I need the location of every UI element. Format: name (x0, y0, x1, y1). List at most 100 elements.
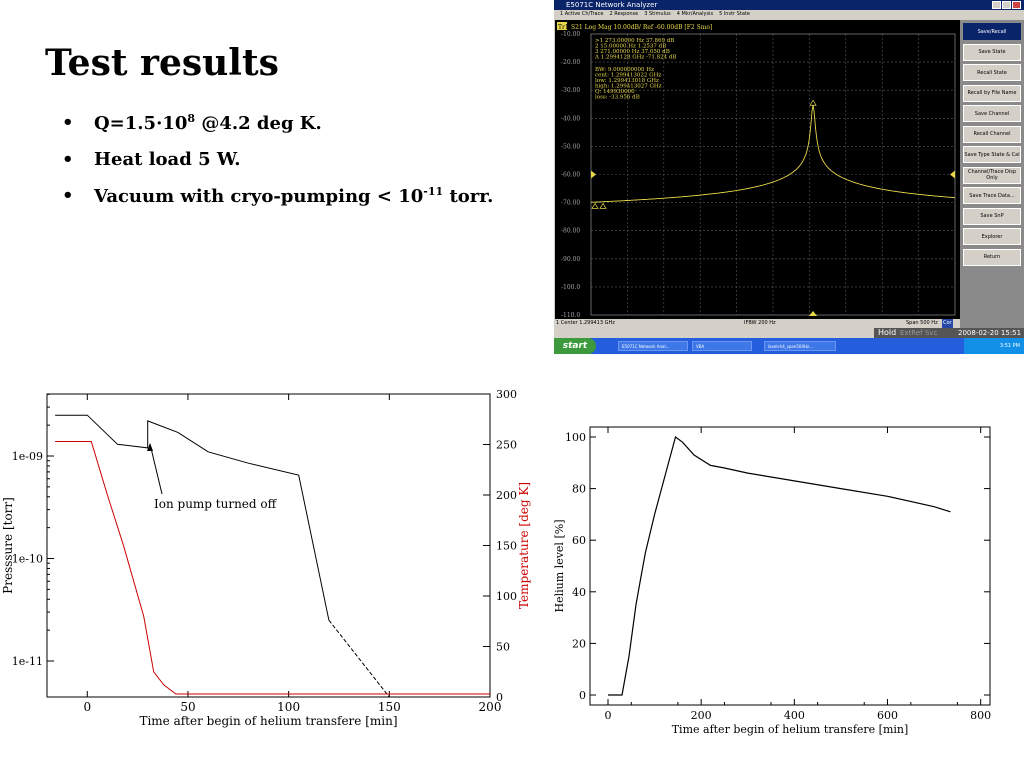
start-button[interactable]: start (554, 338, 596, 354)
analyzer-status-bar: 1 Center 1.299413 GHz IFBW 200 Hz Span 5… (554, 319, 960, 328)
y-tick-label: -40.00 (561, 115, 580, 122)
maximize-icon[interactable] (1002, 1, 1011, 9)
softkey-save-recall[interactable]: Save/Recall (963, 23, 1021, 40)
bandwidth-readout: Q: 149930000 (595, 89, 635, 95)
y-tick-label: 1e-10 (12, 553, 43, 566)
annotation-arrow (149, 443, 163, 495)
x-tick-label: 50 (180, 700, 195, 714)
menu-item-response[interactable]: 2 Response (609, 11, 639, 17)
bullet-heat-load: • Heat load 5 W. (62, 149, 241, 170)
trace-header: S21 Log Mag 10.00dB/ Ref -60.00dB [F2 Sm… (571, 24, 712, 31)
helium-level-line (608, 435, 951, 696)
softkey-explorer[interactable]: Explorer (963, 228, 1021, 245)
network-analyzer-window: E5071C Network Analyzer 1 Active Ch/Trac… (554, 0, 1024, 354)
x-tick-label: 800 (970, 709, 991, 722)
marker-triangle (591, 202, 599, 209)
y2-axis-label: Temperature [deg K] (517, 482, 531, 609)
task-network-analyzer[interactable]: E5071C Network Anal... (618, 341, 688, 351)
windows-taskbar: start E5071C Network Anal... VBA lavelch… (554, 338, 1024, 354)
bullet-dot: • (62, 112, 74, 133)
task-vba[interactable]: VBA (692, 341, 752, 351)
trace-label: Tr1 (558, 24, 569, 31)
x-tick-label: 200 (691, 709, 712, 722)
x-axis-label: Time after begin of helium transfere [mi… (672, 723, 909, 736)
softkey-save-type-state-cal[interactable]: Save Type State & Cal (963, 146, 1021, 163)
y2-tick-label: 150 (496, 540, 517, 553)
bandwidth-readout: BW: 9.000000000 Hz (595, 67, 654, 73)
marker-readout: >1 273.00000 Hz 37.869 dB (595, 38, 674, 44)
analyzer-screen: Tr1 S21 Log Mag 10.00dB/ Ref -60.00dB [F2… (555, 20, 960, 328)
x-tick-label: 600 (877, 709, 898, 722)
bandwidth-readout: low: 1.299413018 GHz (595, 78, 659, 84)
softkey-recall-state[interactable]: Recall State (963, 64, 1021, 81)
y-axis-label: Helium level [%] (553, 520, 566, 613)
marker-readout: Δ 1.2994128 GHz -71.824 dB (595, 55, 676, 61)
pressure-line (55, 414, 330, 621)
bullet-dot: • (62, 149, 74, 170)
center-freq: 1 Center 1.299413 GHz (556, 320, 615, 326)
plot-frame (46, 393, 491, 698)
y-tick-label: -90.00 (561, 256, 580, 263)
bullet-list: • Q=1.5·108 @4.2 deg K. • Heat load 5 W. •… (62, 112, 493, 222)
span-readout: Span 500 Hz (906, 320, 938, 326)
menu-item-mkr-analysis[interactable]: 4 Mkr/Analysis (676, 11, 714, 17)
y2-tick-label: 250 (496, 439, 517, 452)
temperature-line (55, 441, 490, 695)
y-tick-label: -30.00 (561, 87, 580, 94)
pressure-extrapolation-line (328, 619, 390, 698)
datetime-label: 2008-02-20 15:51 (958, 329, 1022, 337)
y-tick-label: 40 (572, 586, 586, 599)
y-tick-label: 100 (565, 431, 586, 444)
trace-indicator (557, 22, 567, 30)
softkey-return[interactable]: Return (963, 248, 1021, 266)
bullet-vacuum: • Vacuum with cryo-pumping < 10-11 torr. (62, 185, 494, 207)
marker-triangle (599, 202, 607, 209)
x-tick-label: 150 (378, 700, 401, 714)
menu-item-stimulus[interactable]: 3 Stimulus (644, 11, 671, 17)
y-tick-label: -50.00 (561, 143, 580, 150)
softkey-save-trace-data[interactable]: Save Trace Data... (963, 187, 1021, 204)
bandwidth-readout: high: 1.299413027 GHz (595, 84, 662, 90)
minimize-icon[interactable] (992, 1, 1001, 9)
y-tick-label: -80.00 (561, 228, 580, 235)
analyzer-plot: Tr1 S21 Log Mag 10.00dB/ Ref -60.00dB [F2… (557, 22, 956, 319)
x-tick-label: 0 (83, 700, 91, 714)
softkey-recall-by-file-name[interactable]: Recall by File Name (963, 84, 1021, 102)
y-tick-label: 20 (572, 637, 586, 650)
menu-item-active-ch[interactable]: 1 Active Ch/Trace (560, 11, 604, 17)
y2-tick-label: 100 (496, 590, 517, 603)
extref-label: ExtRef Svc (900, 329, 938, 337)
slide-title: Test results (45, 42, 279, 84)
ifbw-readout: IFBW 200 Hz (744, 320, 776, 326)
softkey-recall-channel[interactable]: Recall Channel (963, 125, 1021, 143)
close-icon[interactable] (1012, 1, 1021, 9)
bandwidth-readout: cent: 1.299413022 GHz (595, 73, 661, 79)
task-lavelch[interactable]: lavelch4_span500Hz... (764, 341, 836, 351)
softkey-channel-trace-disp-only[interactable]: Channel/Trace Disp Only (963, 166, 1021, 184)
menu-item-instr-state[interactable]: 5 Instr State (719, 11, 750, 17)
y-tick-label: -110.0 (561, 312, 580, 319)
annotation-text: Ion pump turned off (154, 497, 278, 511)
y2-tick-label: 200 (496, 489, 517, 502)
y-tick-label: -20.00 (561, 59, 580, 66)
menu-bar: 1 Active Ch/Trace 2 Response 3 Stimulus 4 M… (554, 10, 1024, 19)
softkey-save-channel[interactable]: Save Channel (963, 105, 1021, 122)
y-tick-label: 60 (572, 534, 586, 547)
stimulus-marker (809, 311, 818, 316)
marker-triangle (809, 99, 817, 106)
cor-badge: Cor (942, 319, 953, 328)
x-tick-label: 200 (479, 700, 502, 714)
y2-tick-label: 300 (496, 388, 517, 401)
y2-tick-label: 50 (496, 641, 510, 654)
x-axis-label: Time after begin of helium transfere [mi… (139, 714, 397, 728)
system-tray: 3:51 PM (964, 338, 1024, 354)
x-tick-label: 100 (277, 700, 300, 714)
window-titlebar: E5071C Network Analyzer (554, 0, 1024, 10)
softkey-save-state[interactable]: Save State (963, 43, 1021, 61)
softkey-save-snp[interactable]: Save SnP (963, 207, 1021, 225)
x-tick-label: 400 (784, 709, 805, 722)
bandwidth-readout: loss: -33.956 dB (595, 95, 640, 101)
y2-tick-label: 0 (496, 691, 503, 704)
y-tick-label: -10.00 (561, 31, 580, 38)
y-tick-label: 0 (579, 689, 586, 702)
